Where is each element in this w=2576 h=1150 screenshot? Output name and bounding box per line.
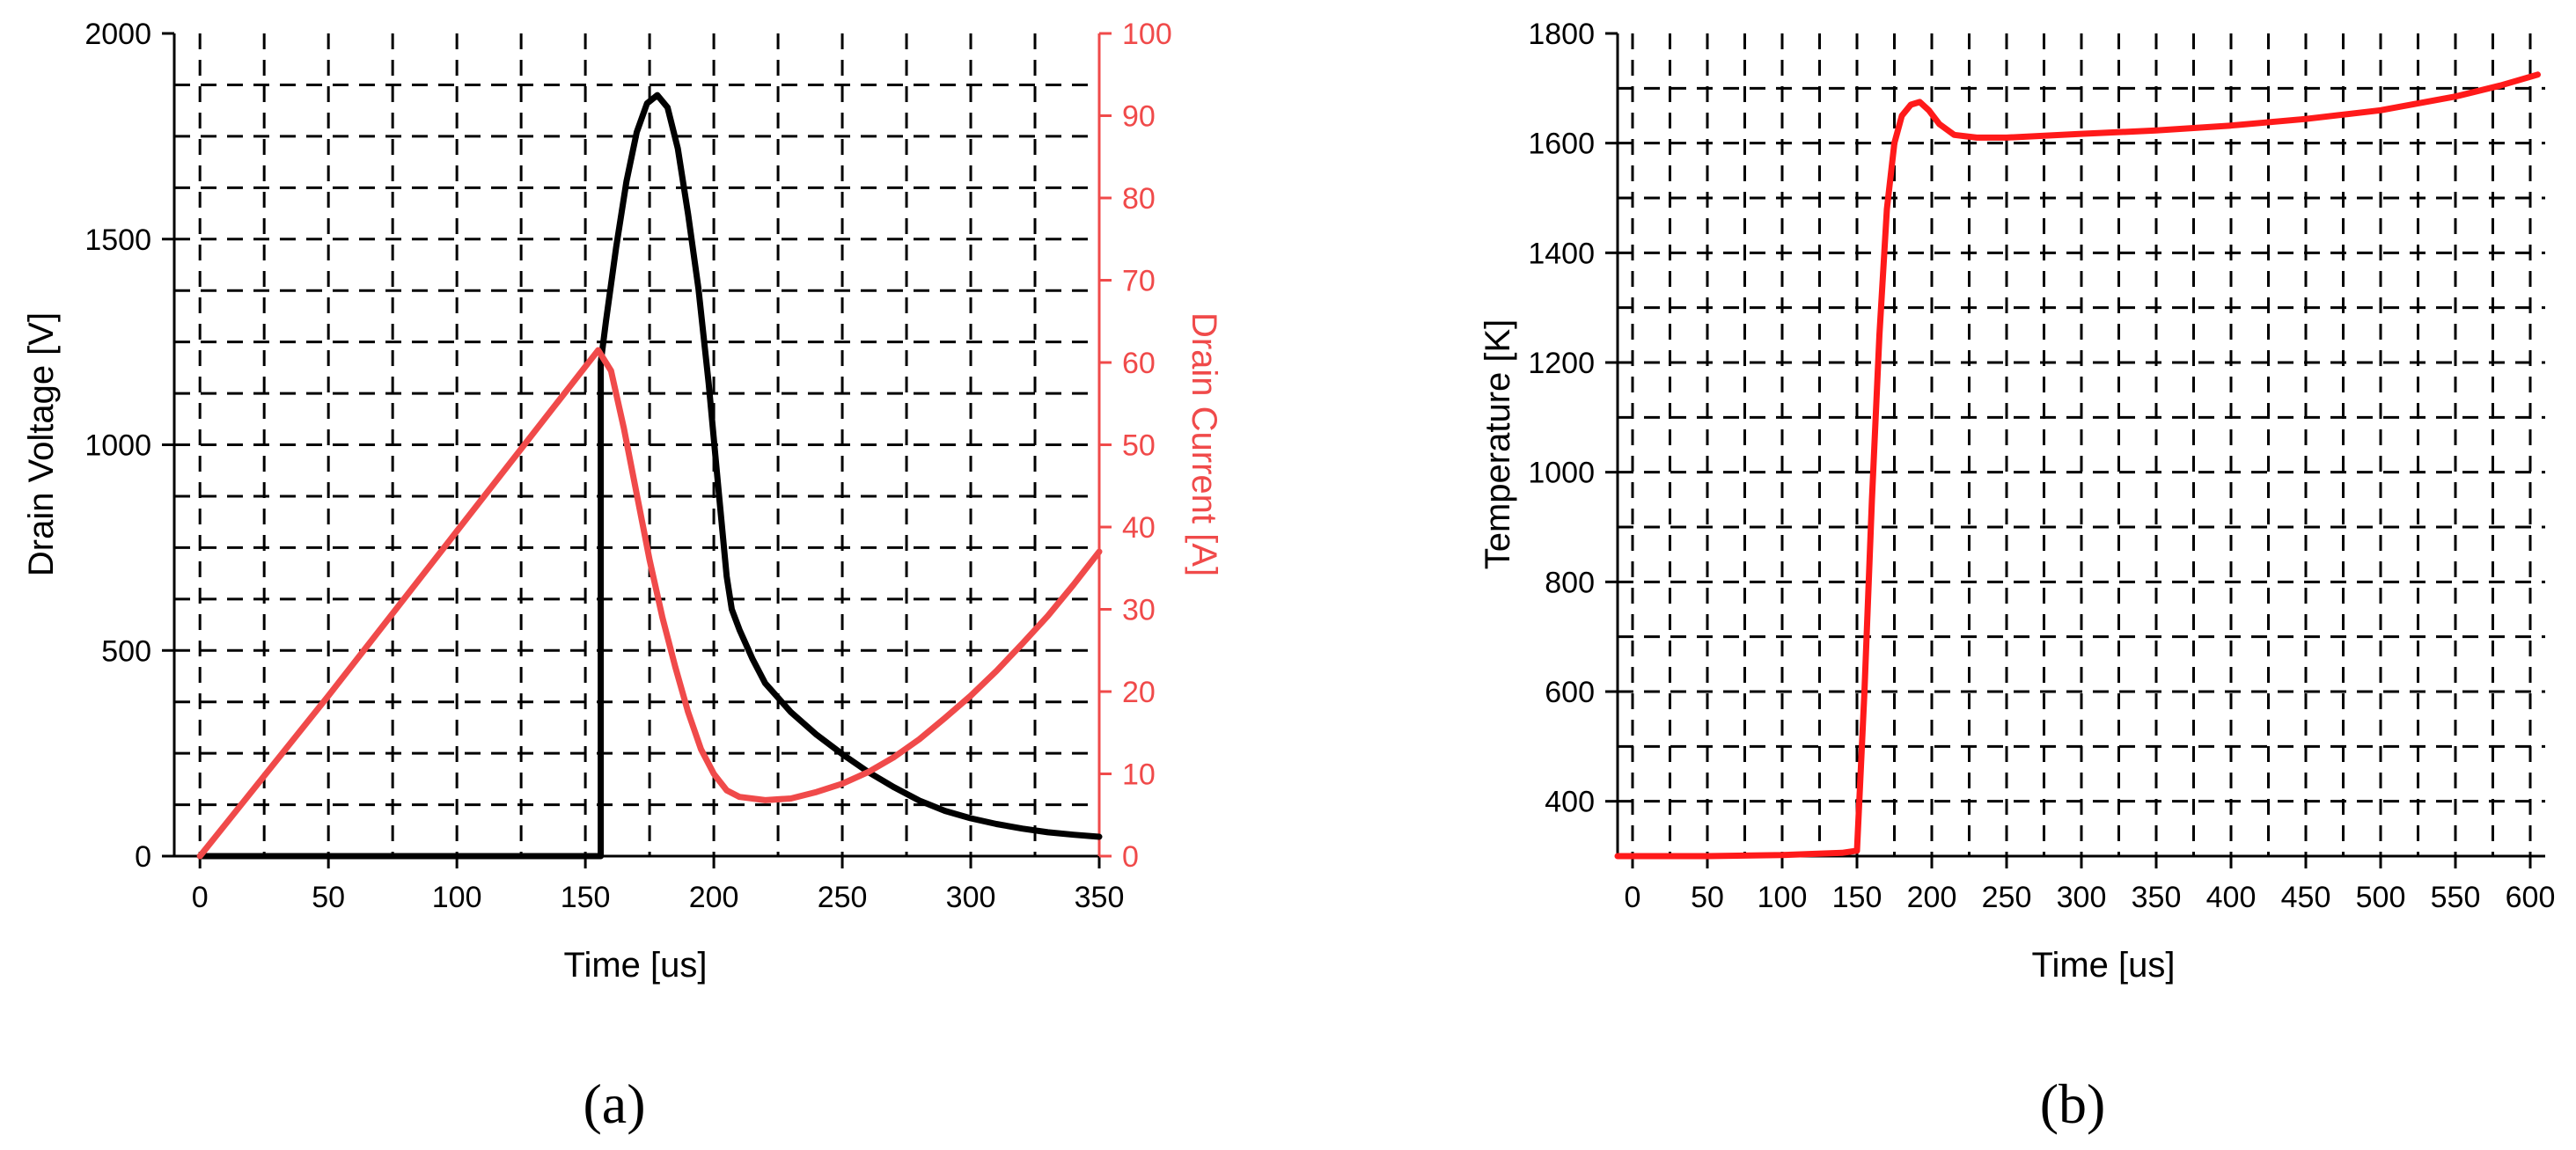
y2-tick-label: 50 xyxy=(1122,429,1156,463)
y-tick-label: 0 xyxy=(135,840,151,874)
panel-a: 0 50 100 150 200 250 300 350 0 500 1000 1500 2000 0 10… xyxy=(22,18,1223,1135)
panel-b: 0 50 100 150 200 250 300 350 400 450 500 550 600 400 6… xyxy=(1479,18,2555,1135)
x-tick-label: 0 xyxy=(1625,881,1641,914)
x-tick-label: 50 xyxy=(312,881,345,914)
series-line-voltage xyxy=(196,92,1103,860)
x-tick-label: 300 xyxy=(2057,881,2107,914)
panel-b-xlabel: Time [us] xyxy=(2032,946,2176,985)
panel-b-grid xyxy=(1618,33,2545,856)
y2-tick-label: 30 xyxy=(1122,594,1156,627)
y2-tick-label: 100 xyxy=(1122,18,1172,51)
y-tick-label: 1000 xyxy=(84,429,151,463)
x-tick-label: 100 xyxy=(1758,881,1808,914)
panel-b-caption: (b) xyxy=(2040,1073,2106,1135)
x-tick-label: 550 xyxy=(2431,881,2481,914)
y-tick-label: 800 xyxy=(1545,566,1595,599)
y2-tick-label: 10 xyxy=(1122,758,1156,792)
panel-b-tick-labels: 0 50 100 150 200 250 300 350 400 450 500 550 600 400 6… xyxy=(1528,18,2555,914)
panel-b-ylabel: Temperature [K] xyxy=(1479,319,1517,570)
x-tick-label: 450 xyxy=(2281,881,2331,914)
y-tick-label: 2000 xyxy=(84,18,151,51)
y2-tick-label: 0 xyxy=(1122,840,1139,874)
y2-tick-label: 80 xyxy=(1122,182,1156,216)
x-tick-label: 0 xyxy=(192,881,209,914)
y2-tick-label: 20 xyxy=(1122,676,1156,709)
panel-a-tick-labels: 0 50 100 150 200 250 300 350 0 500 1000 1500 2000 0 10… xyxy=(84,18,1171,914)
series-line-current xyxy=(196,347,1103,860)
y-tick-label: 1400 xyxy=(1528,237,1595,270)
panel-a-grid xyxy=(174,33,1099,856)
x-tick-label: 500 xyxy=(2356,881,2406,914)
y-tick-label: 400 xyxy=(1545,786,1595,819)
y2-tick-label: 90 xyxy=(1122,100,1156,134)
y-tick-label: 500 xyxy=(101,634,151,668)
x-tick-label: 250 xyxy=(1982,881,2032,914)
y2-tick-label: 40 xyxy=(1122,511,1156,545)
panel-a-y2label: Drain Current [A] xyxy=(1185,312,1223,576)
y-tick-label: 600 xyxy=(1545,676,1595,709)
x-tick-label: 200 xyxy=(689,881,739,914)
y-tick-label: 1200 xyxy=(1528,347,1595,380)
panel-b-series xyxy=(1614,71,2541,860)
x-tick-label: 150 xyxy=(561,881,611,914)
series-line-temperature xyxy=(1614,71,2541,860)
y2-tick-label: 60 xyxy=(1122,347,1156,380)
x-tick-label: 50 xyxy=(1691,881,1724,914)
y-tick-label: 1800 xyxy=(1528,18,1595,51)
x-tick-label: 100 xyxy=(432,881,482,914)
x-tick-label: 200 xyxy=(1907,881,1957,914)
y-tick-label: 1000 xyxy=(1528,457,1595,490)
x-tick-label: 350 xyxy=(1075,881,1125,914)
panel-a-series xyxy=(196,92,1103,860)
x-tick-label: 150 xyxy=(1832,881,1882,914)
x-tick-label: 250 xyxy=(818,881,868,914)
y-tick-label: 1600 xyxy=(1528,128,1595,161)
x-tick-label: 350 xyxy=(2132,881,2182,914)
panel-a-xlabel: Time [us] xyxy=(564,946,708,985)
panel-a-ylabel: Drain Voltage [V] xyxy=(22,312,61,576)
panel-a-caption: (a) xyxy=(583,1073,645,1135)
y2-tick-label: 70 xyxy=(1122,265,1156,298)
x-tick-label: 400 xyxy=(2206,881,2257,914)
x-tick-label: 600 xyxy=(2506,881,2556,914)
x-tick-label: 300 xyxy=(946,881,996,914)
y-tick-label: 1500 xyxy=(84,223,151,257)
